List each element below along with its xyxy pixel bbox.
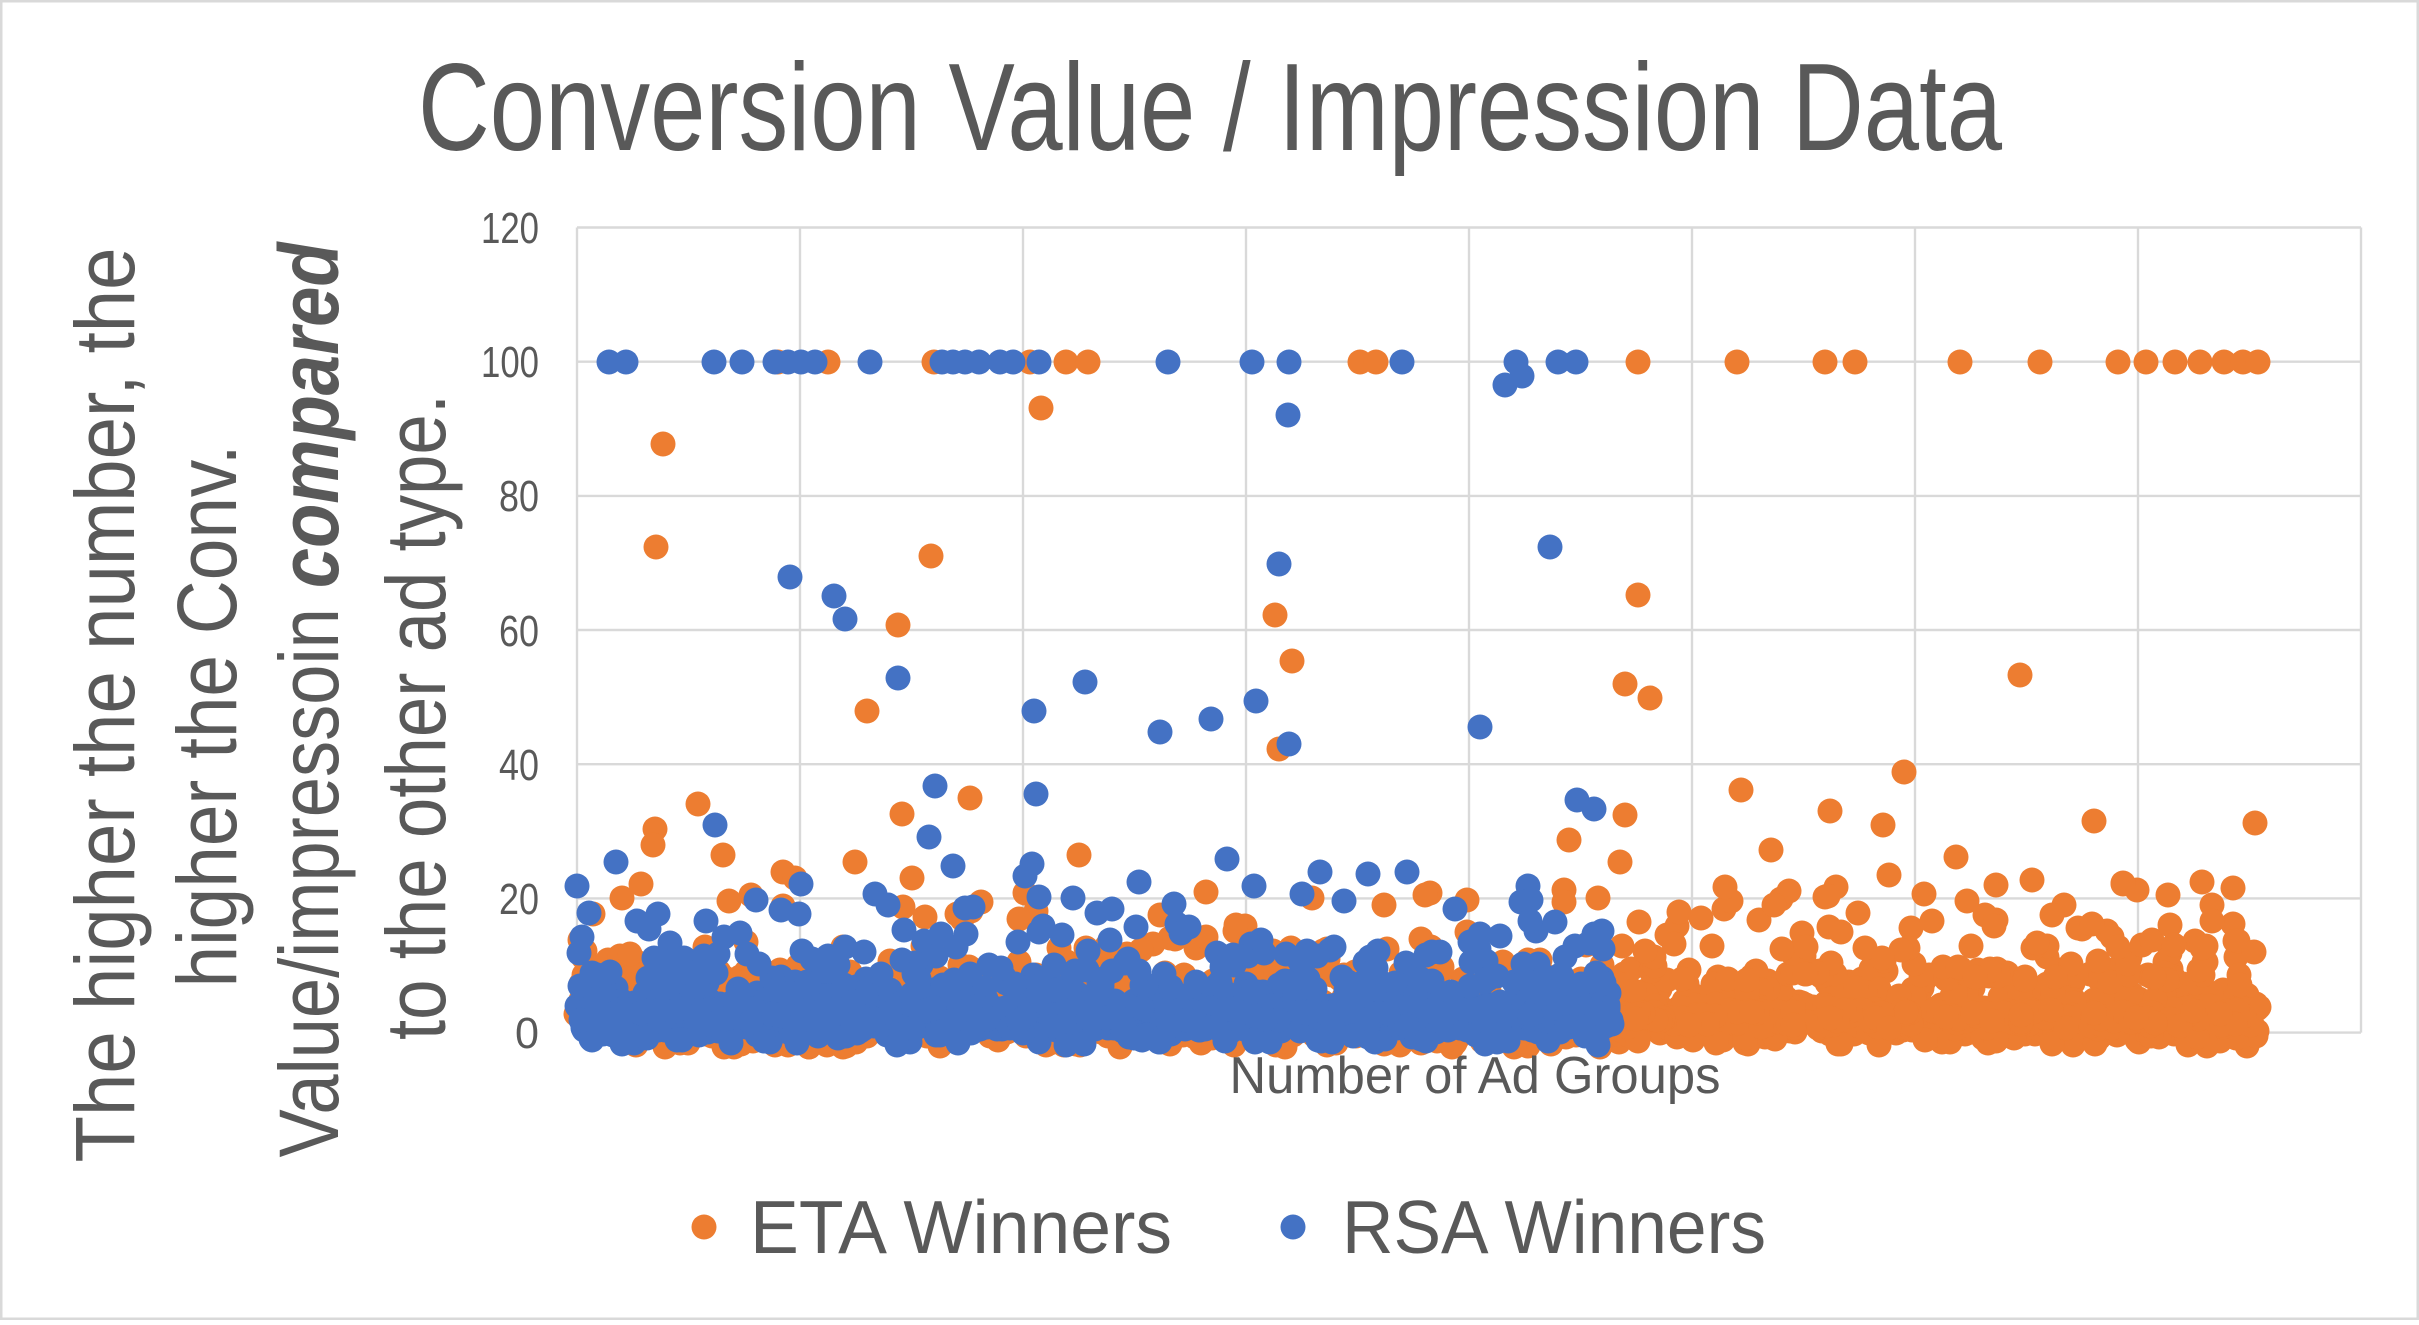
svg-text:to the other ad type.: to the other ad type. <box>369 394 463 1040</box>
svg-text:120: 120 <box>481 204 539 253</box>
svg-text:Conversion Value / Impression: Conversion Value / Impression Data <box>418 39 2002 177</box>
svg-text:40: 40 <box>499 741 539 790</box>
svg-text:RSA Winners: RSA Winners <box>1342 1185 1766 1269</box>
svg-text:80: 80 <box>499 472 539 521</box>
svg-text:20: 20 <box>499 875 539 924</box>
svg-text:60: 60 <box>499 607 539 656</box>
svg-text:Number of Ad Groups: Number of Ad Groups <box>1230 1047 1721 1105</box>
svg-text:higher the Conv.: higher the Conv. <box>160 445 254 988</box>
svg-text:ETA Winners: ETA Winners <box>750 1185 1172 1269</box>
svg-text:The higher the number, the: The higher the number, the <box>58 248 152 1163</box>
svg-text:Value/impressoin compared: Value/impressoin compared <box>262 241 356 1157</box>
svg-text:100: 100 <box>481 338 539 387</box>
svg-text:0: 0 <box>515 1009 539 1058</box>
